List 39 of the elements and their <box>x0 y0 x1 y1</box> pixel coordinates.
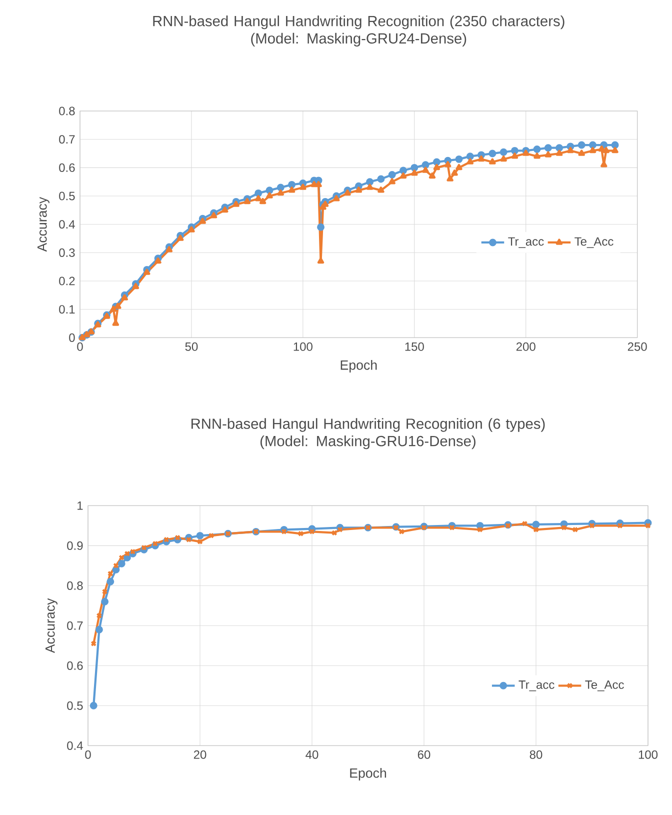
x-tick-label: 0 <box>85 750 91 759</box>
y-axis-title: Accuracy <box>38 196 50 252</box>
legend-label: Tr_acc <box>508 237 544 248</box>
y-tick-label: 0.6 <box>67 661 83 670</box>
y-tick-label: 0.2 <box>59 276 75 286</box>
legend-label: Tr_acc <box>518 680 554 692</box>
y-tick-label: 0.7 <box>59 135 75 144</box>
y-tick-label: 0.4 <box>67 741 83 750</box>
x-tick-label: 40 <box>306 750 318 759</box>
y-tick-label: 0.8 <box>67 581 83 590</box>
y-tick-label: 1 <box>78 502 83 510</box>
chart-subtitle: (Model: Masking-GRU24-Dense) <box>251 32 466 46</box>
x-tick-label: 50 <box>185 342 198 351</box>
y-tick-label: 0.5 <box>59 192 75 200</box>
y-tick-label: 0.7 <box>67 621 83 630</box>
x-axis-title: Epoch <box>340 360 377 372</box>
x-tick-label: 100 <box>294 342 312 351</box>
x-tick-label: 150 <box>405 342 424 351</box>
y-tick-label: 0.9 <box>67 541 83 550</box>
y-tick-label: 0.5 <box>67 701 83 710</box>
x-axis-title: Epoch <box>350 768 386 780</box>
y-axis-title: Accuracy <box>46 598 58 654</box>
x-tick-label: 60 <box>418 750 430 759</box>
chart-title: RNN-based Hangul Handwriting Recognition (2350 characters) <box>153 16 564 30</box>
chart-subtitle: (Model: Masking-GRU16-Dense) <box>260 436 476 450</box>
y-tick-label: 0.3 <box>59 248 75 257</box>
x-tick-label: 80 <box>530 750 542 759</box>
x-tick-label: 250 <box>628 342 647 351</box>
legend-label: Te_Acc <box>574 237 614 248</box>
legend-label: Te_Acc <box>585 680 624 692</box>
y-tick-label: 0.6 <box>59 163 75 172</box>
y-tick-label: 0.8 <box>59 106 75 116</box>
x-tick-label: 200 <box>516 342 536 351</box>
x-tick-label: 20 <box>194 750 206 759</box>
y-tick-label: 0.1 <box>59 305 75 314</box>
y-tick-label: 0.4 <box>59 220 75 229</box>
x-tick-label: 100 <box>638 750 658 759</box>
y-tick-label: 0 <box>69 333 75 342</box>
chart-title: RNN-based Hangul Handwriting Recognition (6 types) <box>192 418 545 432</box>
